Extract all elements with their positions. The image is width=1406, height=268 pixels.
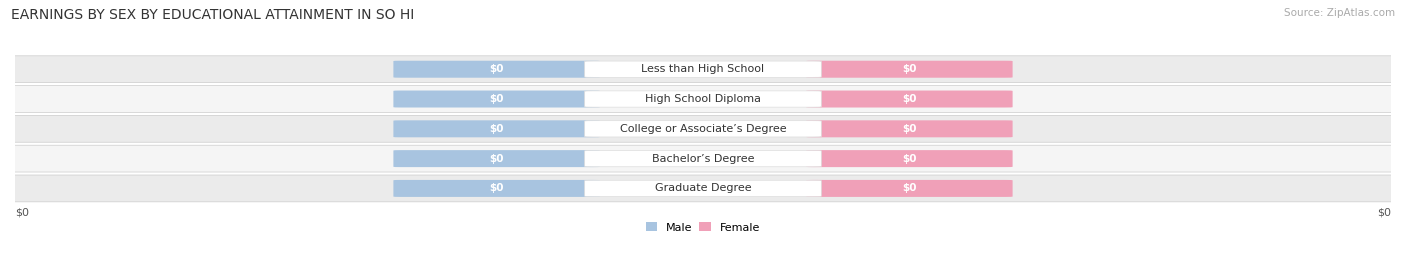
Text: Source: ZipAtlas.com: Source: ZipAtlas.com (1284, 8, 1395, 18)
FancyBboxPatch shape (394, 91, 600, 107)
Text: $0: $0 (15, 208, 30, 218)
FancyBboxPatch shape (8, 85, 1398, 113)
FancyBboxPatch shape (585, 91, 821, 107)
Text: $0: $0 (1376, 208, 1391, 218)
FancyBboxPatch shape (394, 61, 600, 78)
FancyBboxPatch shape (585, 121, 821, 137)
FancyBboxPatch shape (394, 120, 600, 137)
FancyBboxPatch shape (585, 180, 821, 196)
Text: $0: $0 (903, 124, 917, 134)
FancyBboxPatch shape (806, 150, 1012, 167)
Text: $0: $0 (489, 124, 503, 134)
FancyBboxPatch shape (585, 61, 821, 77)
Text: Less than High School: Less than High School (641, 64, 765, 74)
Text: $0: $0 (903, 154, 917, 164)
FancyBboxPatch shape (394, 180, 600, 197)
FancyBboxPatch shape (806, 180, 1012, 197)
Text: Graduate Degree: Graduate Degree (655, 183, 751, 193)
Text: $0: $0 (489, 64, 503, 74)
Text: $0: $0 (489, 94, 503, 104)
FancyBboxPatch shape (8, 56, 1398, 83)
Text: $0: $0 (903, 183, 917, 193)
FancyBboxPatch shape (8, 175, 1398, 202)
Text: EARNINGS BY SEX BY EDUCATIONAL ATTAINMENT IN SO HI: EARNINGS BY SEX BY EDUCATIONAL ATTAINMEN… (11, 8, 415, 22)
FancyBboxPatch shape (8, 145, 1398, 172)
Text: $0: $0 (489, 183, 503, 193)
Text: Bachelor’s Degree: Bachelor’s Degree (652, 154, 754, 164)
Text: $0: $0 (903, 64, 917, 74)
FancyBboxPatch shape (8, 116, 1398, 142)
Text: $0: $0 (903, 94, 917, 104)
Legend: Male, Female: Male, Female (641, 218, 765, 237)
FancyBboxPatch shape (806, 91, 1012, 107)
FancyBboxPatch shape (806, 61, 1012, 78)
FancyBboxPatch shape (585, 150, 821, 167)
FancyBboxPatch shape (806, 120, 1012, 137)
Text: High School Diploma: High School Diploma (645, 94, 761, 104)
Text: $0: $0 (489, 154, 503, 164)
Text: College or Associate’s Degree: College or Associate’s Degree (620, 124, 786, 134)
FancyBboxPatch shape (394, 150, 600, 167)
